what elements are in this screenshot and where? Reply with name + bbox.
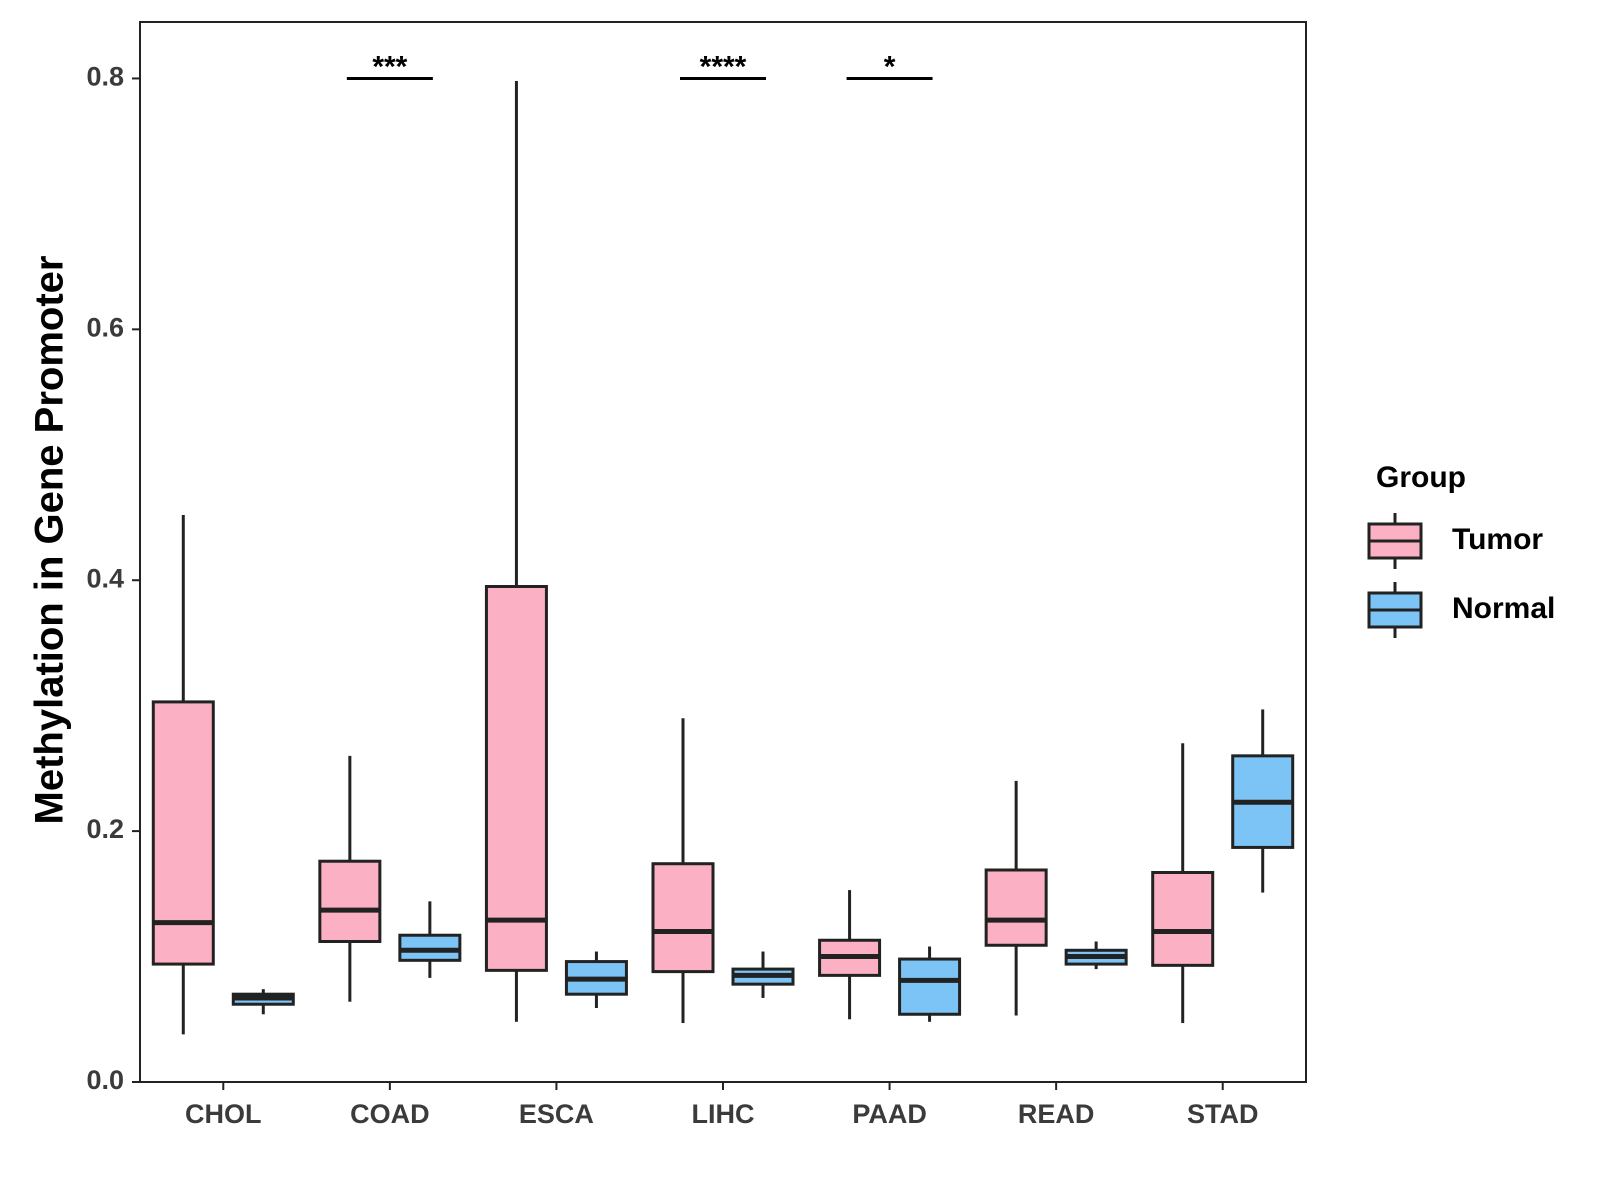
y-tick-label: 0.8 — [86, 62, 124, 92]
box-body — [398, 933, 462, 962]
legend-entry-tumor: Tumor — [1367, 513, 1543, 569]
significance-paad: * — [846, 50, 933, 83]
box-tumor-coad — [318, 755, 382, 1002]
box-normal-chol — [231, 989, 295, 1015]
x-tick-label: LIHC — [692, 1099, 755, 1129]
box-tumor-esca — [484, 80, 548, 1022]
box-normal-coad — [398, 901, 462, 978]
significance-lihc: **** — [680, 50, 766, 83]
legend-title: Group — [1376, 461, 1466, 494]
box-body — [1151, 871, 1215, 967]
box-body — [984, 868, 1048, 947]
box-normal-lihc — [731, 951, 795, 998]
legend: Group Tumor Normal — [1367, 461, 1555, 638]
significance-label: * — [884, 50, 896, 83]
plot-layer: *** **** * — [151, 50, 1295, 1035]
legend-entries: Tumor Normal — [1367, 513, 1555, 638]
box-normal-stad — [1231, 709, 1295, 893]
y-tick-label: 0.4 — [86, 563, 124, 593]
box-body — [898, 957, 962, 1016]
box-normal-paad — [898, 946, 962, 1022]
x-tick-label: CHOL — [185, 1099, 262, 1129]
x-tick-label: STAD — [1187, 1099, 1259, 1129]
box-normal-read — [1064, 941, 1128, 970]
legend-label: Normal — [1452, 592, 1555, 625]
x-tick-label: PAAD — [852, 1099, 927, 1129]
box-tumor-read — [984, 780, 1048, 1016]
x-axis: CHOL COAD ESCA LIHC PAAD READ STAD — [185, 1082, 1258, 1129]
box-body — [484, 584, 548, 972]
y-tick-label: 0.0 — [86, 1065, 124, 1095]
legend-entry-normal: Normal — [1367, 582, 1555, 638]
panel-border — [139, 21, 1307, 1083]
significance-label: **** — [700, 50, 747, 83]
x-tick-label: READ — [1018, 1099, 1095, 1129]
significance-label: *** — [372, 50, 407, 83]
box-body — [318, 859, 382, 944]
legend-label: Tumor — [1452, 523, 1543, 556]
x-tick-label: ESCA — [519, 1099, 594, 1129]
y-axis-title: Methylation in Gene Promoter — [28, 256, 72, 825]
box-body — [651, 862, 715, 974]
box-tumor-paad — [818, 890, 882, 1020]
box-tumor-chol — [151, 514, 215, 1035]
box-tumor-lihc — [651, 718, 715, 1024]
y-tick-label: 0.6 — [86, 312, 124, 342]
significance-coad: *** — [346, 50, 433, 83]
y-axis: 0.0 0.2 0.4 0.6 0.8 — [86, 62, 140, 1095]
box-normal-esca — [564, 951, 628, 1008]
x-tick-label: COAD — [350, 1099, 430, 1129]
y-tick-label: 0.2 — [86, 814, 124, 844]
box-tumor-stad — [1151, 743, 1215, 1024]
